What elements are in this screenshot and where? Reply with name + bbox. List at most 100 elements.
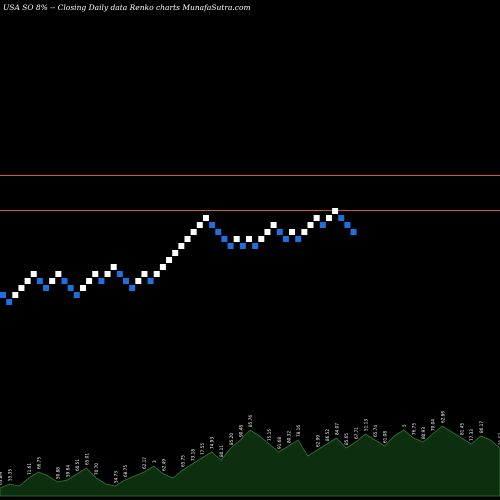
renko-brick-down (344, 222, 351, 228)
renko-brick-up (153, 271, 160, 277)
volume-label: 75.15 (267, 429, 272, 441)
renko-brick-up (301, 229, 308, 235)
renko-brick-down (276, 229, 283, 235)
renko-brick-up (233, 236, 240, 242)
volume-label: 68.75 (123, 465, 128, 477)
renko-brick-down (221, 236, 228, 242)
volume-label: 80.32 (287, 431, 292, 443)
renko-brick-up (110, 264, 117, 270)
volume-label: 85.20 (229, 433, 234, 445)
volume-label: 81.45 (460, 423, 465, 435)
renko-brick-up (166, 257, 173, 263)
volume-label: 55.35 (8, 469, 13, 481)
renko-brick-up (159, 264, 166, 270)
renko-brick-down (6, 299, 13, 305)
renko-brick-down (239, 243, 246, 249)
renko-brick-up (141, 271, 148, 277)
volume-label: 74.93 (210, 437, 215, 449)
renko-brick-up (196, 222, 203, 228)
renko-brick-up (307, 222, 314, 228)
renko-brick-down (147, 278, 154, 284)
volume-area (0, 425, 500, 497)
renko-brick-up (313, 215, 320, 221)
renko-brick-up (55, 271, 62, 277)
volume-label: 78.16 (296, 425, 301, 437)
renko-brick-up (202, 215, 209, 221)
volume-label: 50.88 (56, 467, 61, 479)
renko-brick-down (338, 215, 345, 221)
renko-brick-up (289, 229, 296, 235)
volume-label: 80.93 (421, 427, 426, 439)
renko-brick-up (24, 278, 31, 284)
renko-brick-up (86, 278, 93, 284)
volume-label: 85.65 (344, 433, 349, 445)
volume-label: 80.11 (219, 445, 224, 457)
volume-label: 86.17 (479, 421, 484, 433)
volume-label: 62.49 (162, 459, 167, 471)
renko-brick-down (36, 278, 43, 284)
renko-brick-down (129, 285, 136, 291)
volume-label: 65.74 (373, 425, 378, 437)
volume-label: 61.08 (383, 431, 388, 443)
volume-label: 71.61 (27, 463, 32, 475)
volume-label: 86.52 (325, 429, 330, 441)
volume-label: 70.70 (94, 463, 99, 475)
volume-label: 84.07 (335, 423, 340, 435)
volume-series (0, 425, 500, 497)
volume-label: 81.57 (498, 433, 500, 445)
volume-labels: 63.8M 55.35 71.61 66.75 50.88 59.64 60.51 65.01… (0, 411, 500, 485)
renko-brick-down (252, 243, 259, 249)
volume-label: 63.8M (0, 472, 3, 485)
volume-label: 60.51 (75, 459, 80, 471)
volume-label: 85.76 (248, 415, 253, 427)
volume-label: 73.18 (190, 449, 195, 461)
renko-brick-up (135, 278, 142, 284)
renko-brick-up (246, 236, 252, 242)
renko-brick-down (215, 229, 222, 235)
volume-label: 76.75 (412, 423, 417, 435)
renko-brick-up (12, 292, 19, 298)
volume-label: 62.99 (315, 435, 320, 447)
renko-brick-up (49, 278, 56, 284)
renko-brick-down (0, 292, 6, 298)
renko-brick-down (295, 236, 302, 242)
renko-brick-up (264, 229, 271, 235)
volume-label: 59.64 (65, 465, 70, 477)
volume-label: 90.48 (238, 425, 243, 437)
renko-brick-up (30, 271, 37, 277)
volume-label: 77.33 (469, 429, 474, 441)
reference-lines (0, 175, 500, 211)
renko-brick-down (67, 285, 74, 291)
renko-brick-down (350, 229, 357, 235)
renko-brick-down (209, 222, 216, 228)
volume-label: 5 (402, 424, 407, 427)
volume-label: 65.01 (85, 453, 90, 465)
volume-label: 54.73 (113, 471, 118, 483)
renko-brick-up (104, 271, 111, 277)
renko-brick-up (184, 236, 191, 242)
renko-brick-up (332, 208, 339, 214)
renko-brick-down (227, 243, 234, 249)
renko-bricks (0, 208, 357, 305)
renko-brick-down (282, 236, 289, 242)
volume-label: 62.86 (440, 411, 445, 423)
volume-label: 77.55 (200, 443, 205, 455)
volume-label: 62.17 (142, 457, 147, 469)
renko-brick-up (190, 229, 197, 235)
renko-brick-down (116, 271, 123, 277)
renko-brick-down (319, 222, 326, 228)
volume-label: 79.04 (431, 419, 436, 431)
renko-brick-up (18, 285, 25, 291)
renko-brick-down (123, 278, 129, 284)
chart-title: USA SO 8% -- Closing Daily data Renko ch… (3, 3, 251, 12)
renko-brick-down (98, 278, 105, 284)
renko-brick-up (270, 222, 277, 228)
renko-brick-up (79, 285, 86, 291)
volume-label: 66.75 (37, 457, 42, 469)
renko-brick-up (92, 271, 99, 277)
volume-label: 91.68 (277, 437, 282, 449)
volume-label: 3 (152, 460, 157, 463)
renko-brick-down (61, 278, 68, 284)
